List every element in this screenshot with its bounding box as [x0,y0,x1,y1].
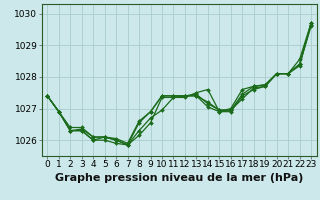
X-axis label: Graphe pression niveau de la mer (hPa): Graphe pression niveau de la mer (hPa) [55,173,303,183]
